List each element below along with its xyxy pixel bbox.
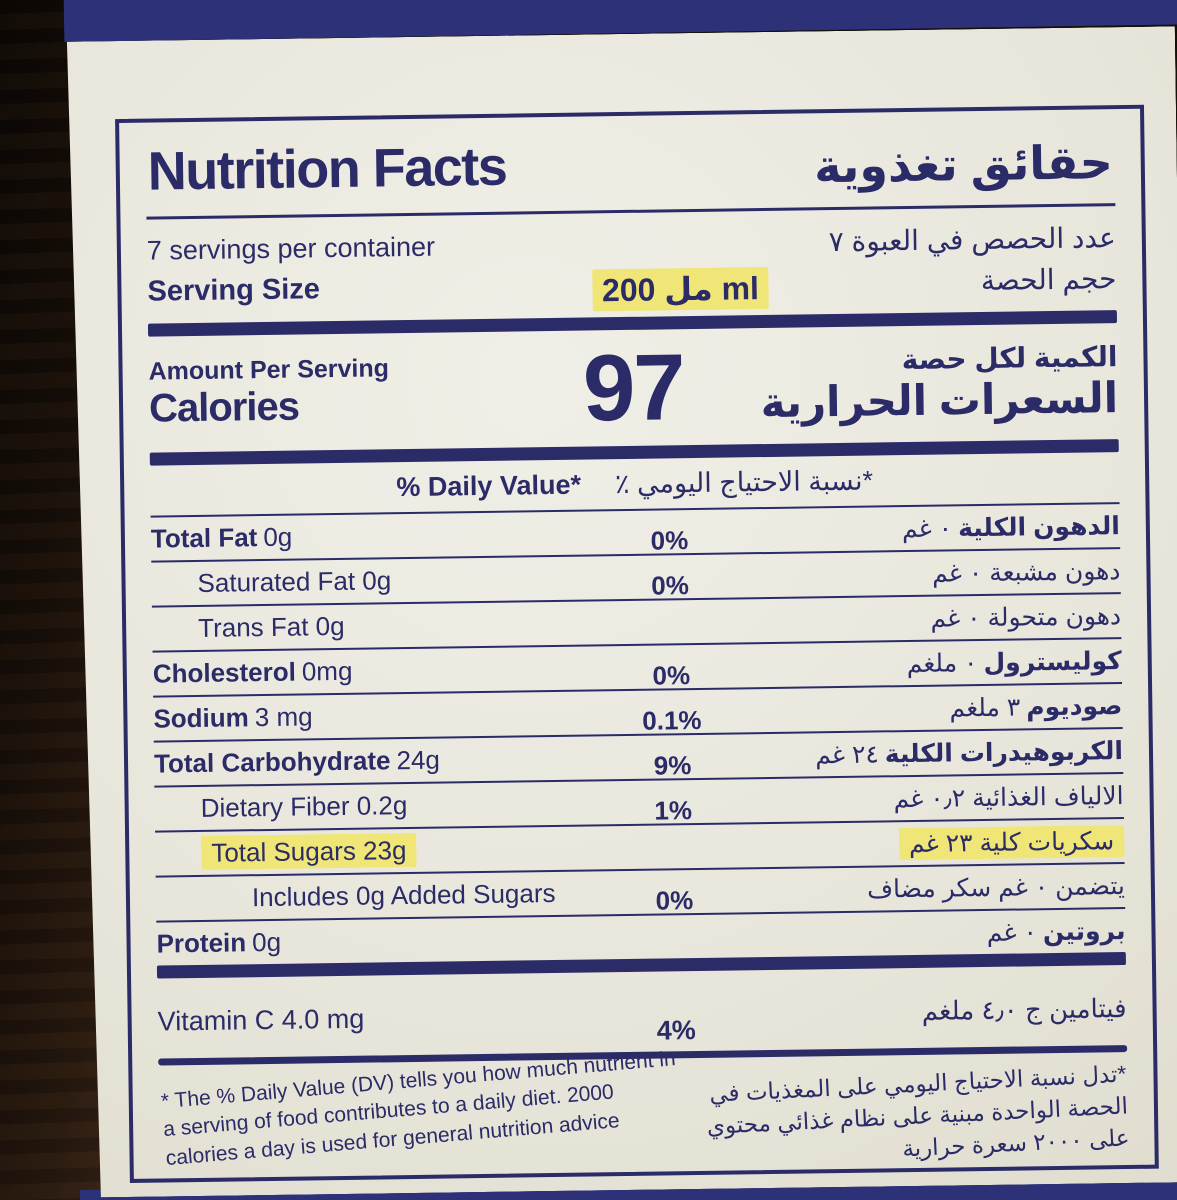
nutrient-name-ar: يتضمن ٠ غم سكر مضاف [866,871,1126,904]
servings-ar-block: عدد الحصص في العبوة ٧ حجم الحصة [786,218,1117,315]
nutrient-name-en: Total Sugars 23g [155,832,611,869]
title-en: Nutrition Facts [147,136,507,202]
nutrient-name-en: Includes 0g Added Sugars [251,877,556,913]
vitamin-c-pct: 4% [656,1014,696,1046]
nutrient-name-ar: كوليسترول٠ ملغم [906,646,1122,678]
nutrient-pct: 0% [650,525,689,556]
serving-size-label-en: Serving Size [147,273,321,308]
nutrient-name-en: Total Fat 0g [150,521,293,554]
nutrient-pct: 0% [655,885,694,916]
title-ar: حقائق تغذوية [813,136,1114,193]
nutrient-pct: 0% [652,660,691,691]
calories-ar-block: الكمية لكل حصة السعرات الحرارية [730,340,1119,427]
footnote-section: * The % Daily Value (DV) tells you how m… [158,1052,1128,1179]
daily-value-header-en: % Daily Value* [396,469,582,502]
serving-size-value-wrap: مل 200 ml [573,223,787,318]
calories-en-block: Amount Per Serving Calories [148,352,537,431]
nutrient-name-en: Protein 0g [156,926,282,959]
amount-per-serving-ar: الكمية لكل حصة [901,341,1118,376]
nutrition-facts-box: Nutrition Facts حقائق تغذوية 7 servings … [115,105,1159,1183]
footnote-en: * The % Daily Value (DV) tells you how m… [160,1047,677,1170]
nutrient-name-en: Sodium 3 mg [153,701,313,734]
footnote-ar: *تدل نسبة الاحتياج اليومي على المغذيات ف… [706,1060,1130,1163]
nutrient-pct: 0.1% [642,704,702,736]
nutrient-pct [612,945,738,947]
nutrient-name-ar: صوديوم٣ ملغم [949,691,1123,722]
servings-section: 7 servings per container Serving Size مل… [146,206,1116,324]
servings-per-container-ar: عدد الحصص في العبوة ٧ [828,222,1117,258]
header: Nutrition Facts حقائق تغذوية [145,109,1115,217]
vitamin-c-ar: فيتامين ج ٤٫٠ ملغم [921,992,1127,1026]
nutrient-name-ar: دهون متحولة ٠ غم [930,601,1122,633]
serving-size-label-ar: حجم الحصة [980,262,1117,296]
vitamin-c-row: Vitamin C 4.0 mg 4% فيتامين ج ٤٫٠ ملغم [157,965,1127,1059]
nutrient-name-en: Total Carbohydrate 24g [153,744,441,779]
nutrition-label: Nutrition Facts حقائق تغذوية 7 servings … [58,26,1177,1197]
servings-per-container-en: 7 servings per container [146,231,436,266]
nutrient-name-ar: الكربوهيدرات الكلية٢٤ غم [815,736,1124,769]
nutrient-name-en: Saturated Fat 0g [197,565,392,598]
calories-value: 97 [582,333,685,441]
nutrient-pct: 1% [654,795,693,826]
serving-size-value: مل 200 ml [592,267,769,311]
nutrient-name-en: Dietary Fiber 0.2g [200,790,408,823]
calories-label-en: Calories [148,384,300,431]
nutrient-name-ar: سكريات كلية ٢٣ غم [736,826,1124,861]
nutrient-pct [611,855,737,857]
nutrient-pct: 0% [651,570,690,601]
nutrient-name-en: Cholesterol 0mg [152,655,353,689]
nutrient-name-ar: بروتين٠ غم [986,916,1126,947]
vitamin-c-en: Vitamin C 4.0 mg [157,1003,365,1037]
nutrient-name-ar: الالياف الغذائية ٠٫٢ غم [893,781,1124,813]
nutrient-name-ar: الدهون الكلية٠ غم [901,511,1121,543]
nutrient-name-ar: دهون مشبعة ٠ غم [931,556,1121,588]
nutrient-name-en: Trans Fat 0g [197,610,345,643]
calories-section: Amount Per Serving Calories 97 الكمية لك… [148,323,1119,453]
nutrient-pct: 9% [653,750,692,781]
servings-en-block: 7 servings per container Serving Size [147,226,575,324]
calories-label-ar: السعرات الحرارية [760,374,1119,427]
nutrient-pct [608,630,734,632]
daily-value-header-ar: *نسبة الاحتياج اليومي ٪ [614,465,874,499]
